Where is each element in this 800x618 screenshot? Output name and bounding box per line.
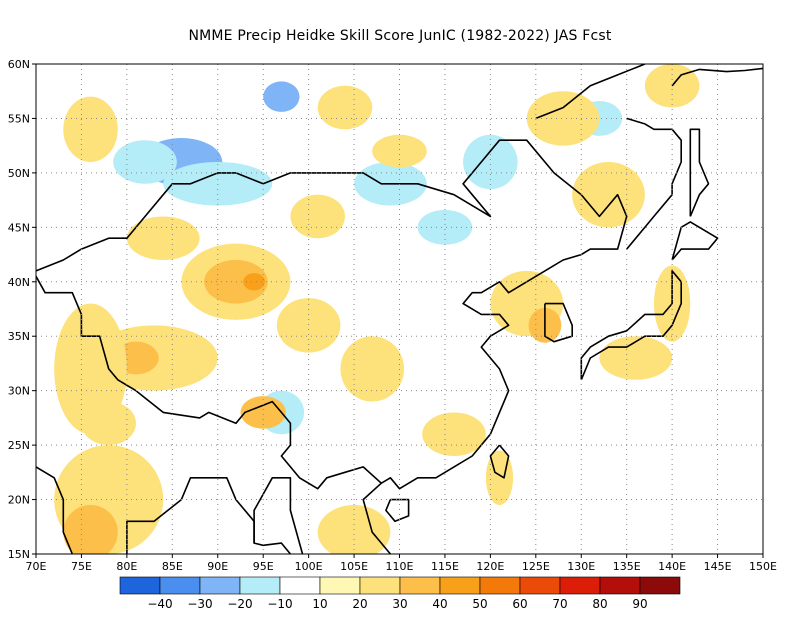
x-tick-label: 90E [207, 560, 228, 573]
x-tick-label: 115E [431, 560, 459, 573]
longitude-ticks: 70E 75E 80E 85E 90E 95E 100E 105E 110E 115E 120E 12… [26, 554, 777, 573]
coastline-boundaries [36, 64, 763, 554]
skill-patch [317, 505, 391, 554]
coastline-path [689, 128, 710, 217]
colorbar-label: −40 [147, 597, 172, 611]
y-tick-label: 60N [8, 58, 30, 71]
colorbar-swatch [199, 576, 241, 595]
colorbar-label: 80 [592, 597, 607, 611]
x-tick-label: 150E [749, 560, 777, 573]
colorbar-swatch [479, 576, 521, 595]
x-tick-label: 95E [253, 560, 274, 573]
skill-patch [485, 450, 514, 505]
colorbar-label: 40 [432, 597, 447, 611]
colorbar-swatch [159, 576, 201, 595]
colorbar-label: 10 [312, 597, 327, 611]
coastline-path [671, 67, 763, 87]
colorbar-swatch [519, 576, 561, 595]
colorbar-label: 70 [552, 597, 567, 611]
x-tick-label: 80E [116, 560, 137, 573]
x-tick-label: 100E [295, 560, 323, 573]
skill-patch [243, 273, 266, 291]
y-tick-label: 55N [8, 112, 30, 125]
colorbar-swatch [239, 576, 281, 595]
coastline-path [544, 302, 573, 343]
x-tick-label: 125E [522, 560, 550, 573]
colorbar-swatch [559, 576, 601, 595]
skill-patch [417, 209, 473, 245]
colorbar-swatch [279, 576, 321, 595]
colorbar-label: 60 [512, 597, 527, 611]
x-tick-label: 145E [704, 560, 732, 573]
skill-patch [317, 85, 373, 130]
y-tick-label: 45N [8, 221, 30, 234]
coastline-path [671, 221, 719, 261]
latitude-ticks: 15N 20N 25N 30N 35N 40N 45N 50N 55N 60N [8, 58, 36, 561]
colorbar-label: −20 [227, 597, 252, 611]
x-tick-label: 85E [162, 560, 183, 573]
coastline-path [580, 270, 682, 381]
y-tick-label: 15N [8, 548, 30, 561]
y-tick-label: 35N [8, 330, 30, 343]
skill-patch [204, 260, 268, 304]
colorbar-label: 30 [392, 597, 407, 611]
skill-patch [463, 134, 518, 190]
skill-score-field [54, 64, 700, 554]
x-tick-label: 140E [658, 560, 686, 573]
colorbar-swatch [399, 576, 441, 595]
colorbar: −40 −30 −20 −10 10 20 30 40 50 60 70 80 90 [119, 576, 681, 611]
colorbar-swatch [639, 576, 681, 595]
colorbar-swatch [319, 576, 361, 595]
colorbar-label: 50 [472, 597, 487, 611]
colorbar-label: −30 [187, 597, 212, 611]
colorbar-swatch [439, 576, 481, 595]
x-tick-label: 70E [26, 560, 47, 573]
skill-patch [290, 194, 345, 239]
chart-title: NMME Precip Heidke Skill Score JunIC (19… [188, 28, 612, 44]
skill-patch [422, 412, 486, 456]
skill-patch [263, 81, 300, 112]
x-tick-label: 105E [340, 560, 368, 573]
colorbar-swatch [359, 576, 401, 595]
y-tick-label: 20N [8, 494, 30, 507]
skill-patch [599, 336, 673, 380]
coastline-path [535, 64, 646, 120]
skill-patch [340, 336, 405, 402]
coastline-path [126, 477, 292, 554]
colorbar-swatch [119, 576, 161, 595]
y-tick-label: 25N [8, 439, 30, 452]
colorbar-swatch [599, 576, 641, 595]
x-tick-label: 130E [567, 560, 595, 573]
y-tick-label: 30N [8, 385, 30, 398]
skill-patch [63, 505, 118, 554]
coastline-path [385, 498, 410, 523]
skill-patch [240, 396, 286, 429]
skill-patch [372, 134, 427, 168]
colorbar-label: 90 [632, 597, 647, 611]
skill-patch [113, 140, 177, 184]
coastline-path [36, 466, 74, 554]
colorbar-label: 20 [352, 597, 367, 611]
skill-patch [81, 401, 136, 446]
x-tick-label: 120E [476, 560, 504, 573]
coastline-path [489, 444, 510, 479]
coastline-path [253, 477, 304, 554]
skill-patch [572, 162, 645, 228]
skill-patch [63, 96, 118, 162]
x-tick-label: 135E [613, 560, 641, 573]
skill-patch [163, 162, 273, 206]
skill-patch [54, 303, 127, 435]
y-tick-label: 40N [8, 276, 30, 289]
coastline-path [36, 139, 628, 554]
lat-lon-grid [36, 64, 763, 554]
x-tick-label: 75E [71, 560, 92, 573]
skill-patch [276, 298, 341, 353]
y-tick-label: 50N [8, 167, 30, 180]
skill-patch [126, 216, 200, 260]
x-tick-label: 110E [386, 560, 414, 573]
colorbar-label: −10 [267, 597, 292, 611]
